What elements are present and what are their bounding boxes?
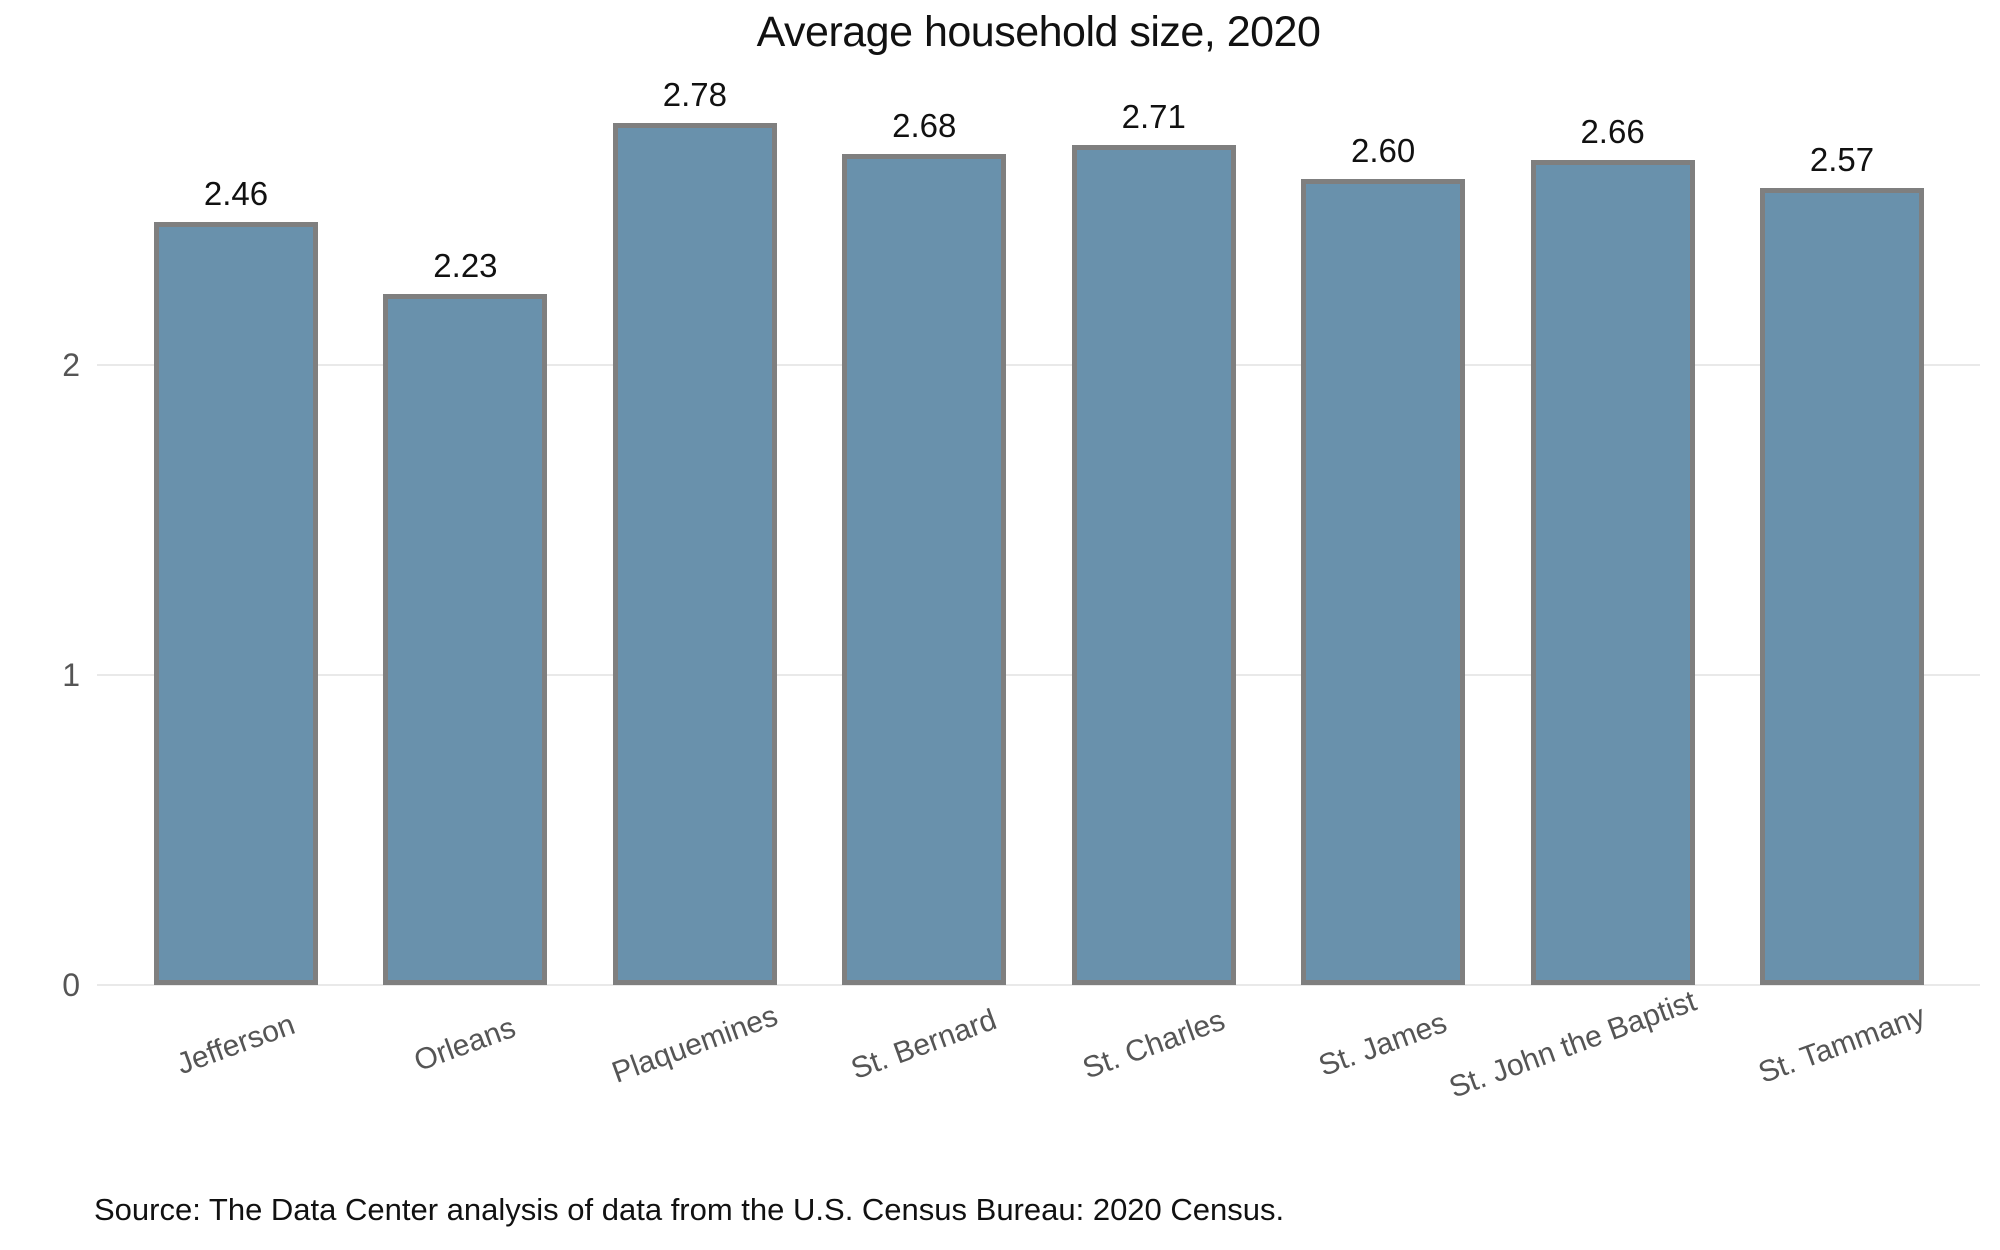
y-axis-tick-label: 1	[62, 657, 80, 693]
bar-value-label: 2.68	[892, 107, 957, 144]
bar-value-label: 2.57	[1809, 141, 1875, 178]
chart-title: Average household size, 2020	[756, 8, 1321, 56]
bar-st-charles	[1071, 145, 1236, 985]
x-axis-label: St. Charles	[1078, 1003, 1229, 1086]
grid-line-y1	[97, 674, 1980, 676]
bar-st-bernard	[842, 154, 1007, 985]
x-axis-label: St. Bernard	[847, 1003, 1002, 1086]
grid-line-y0	[97, 984, 1980, 986]
bar-value-label: 2.71	[1121, 98, 1186, 135]
x-axis-label: St. Tammany	[1754, 999, 1930, 1090]
x-axis-label: St. John the Baptist	[1444, 984, 1701, 1105]
y-axis-tick-label: 2	[62, 347, 80, 383]
bar-value-label: 2.78	[662, 76, 727, 113]
bar-plaquemines	[612, 123, 777, 985]
bar-value-label: 2.23	[433, 247, 498, 284]
bar-jefferson	[154, 222, 318, 985]
bar-value-label: 2.46	[203, 175, 269, 212]
source-note: Source: The Data Center analysis of data…	[94, 1192, 1285, 1227]
x-axis-label: St. James	[1314, 1006, 1452, 1083]
x-axis-label: Jefferson	[172, 1008, 300, 1082]
y-axis-tick-label: 0	[62, 967, 80, 1003]
bar-value-label: 2.60	[1351, 132, 1416, 169]
x-axis-label: Plaquemines	[607, 999, 782, 1090]
bar-value-label: 2.66	[1580, 113, 1645, 150]
x-axis-label: Orleans	[410, 1011, 521, 1078]
bar-orleans	[383, 294, 548, 985]
bar-st-john-the-baptist	[1530, 160, 1695, 985]
grid-line-y2	[97, 364, 1980, 366]
bar-st-james	[1301, 179, 1466, 985]
bar-st-tammany	[1760, 188, 1924, 985]
